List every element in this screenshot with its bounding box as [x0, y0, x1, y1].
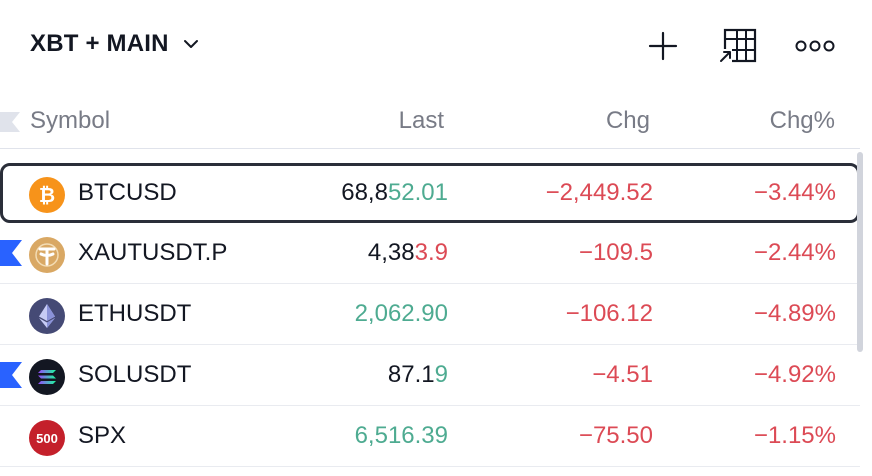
change-percent: −4.89% — [753, 300, 836, 327]
header-divider — [0, 148, 860, 149]
symbol-name: XAUTUSDT.P — [78, 239, 228, 266]
svg-text:₿: ₿ — [39, 183, 55, 207]
table-row[interactable]: ETHUSDT 2,062.90 −106.12 −4.89% — [0, 284, 860, 345]
column-header-symbol[interactable]: Symbol — [30, 107, 111, 134]
ethereum-logo-icon — [29, 298, 65, 334]
symbol-name: SPX — [78, 422, 127, 449]
advanced-view-button[interactable] — [716, 24, 760, 68]
change-value: −75.50 — [578, 422, 653, 449]
solana-logo-icon — [29, 359, 65, 395]
change-percent: −1.15% — [753, 422, 836, 449]
flag-column-icon[interactable] — [0, 112, 20, 132]
tether-gold-logo-icon — [29, 237, 65, 273]
last-price-changed-digits: 6,516.39 — [354, 422, 448, 449]
last-price: 2,062.90 — [355, 300, 448, 328]
add-symbol-button[interactable] — [641, 24, 685, 68]
column-headers: Symbol Last Chg Chg% — [0, 100, 872, 146]
column-header-chg-pct[interactable]: Chg% — [769, 107, 835, 134]
last-price: 87.19 — [387, 361, 448, 388]
more-dots-icon — [795, 40, 835, 52]
table-row[interactable]: XAUTUSDT.P 4,383.9 −109.5 −2.44% — [0, 223, 860, 284]
change-value: −106.12 — [565, 300, 653, 327]
symbol-list: ₿ BTCUSD 68,852.01 −2,449.52 −3.44% XAUT… — [0, 163, 860, 467]
table-row[interactable]: SOLUSDT 87.19 −4.51 −4.92% — [0, 345, 860, 406]
symbol-name: BTCUSD — [78, 179, 177, 206]
last-price-changed-digits: 3.9 — [414, 239, 448, 266]
table-layout-icon — [718, 28, 757, 65]
more-options-button[interactable] — [793, 24, 837, 68]
change-value: −2,449.52 — [545, 179, 653, 206]
table-row[interactable]: 500 SPX 6,516.39 −75.50 −1.15% — [0, 406, 860, 467]
chevron-down-icon — [183, 36, 199, 54]
table-row[interactable]: ₿ BTCUSD 68,852.01 −2,449.52 −3.44% — [0, 163, 860, 223]
column-header-chg[interactable]: Chg — [605, 107, 650, 134]
last-price-changed-digits: 52.01 — [387, 179, 448, 206]
change-value: −4.51 — [592, 361, 653, 388]
last-price-changed-digits: 2,062.90 — [354, 300, 448, 327]
watchlist-header: XBT + MAIN — [0, 0, 872, 92]
watchlist-selector[interactable]: XBT + MAIN — [30, 30, 199, 58]
change-percent: −4.92% — [753, 361, 836, 388]
last-price: 6,516.39 — [355, 422, 448, 450]
flag-marker-icon[interactable] — [0, 362, 22, 388]
spx-logo-text: 500 — [36, 430, 58, 446]
last-price: 68,852.01 — [341, 179, 448, 206]
last-price: 4,383.9 — [367, 239, 448, 266]
column-header-last[interactable]: Last — [398, 107, 444, 134]
change-value: −109.5 — [578, 239, 653, 266]
change-percent: −2.44% — [753, 239, 836, 266]
spx-500-logo-icon: 500 — [29, 420, 65, 456]
symbol-name: SOLUSDT — [78, 361, 192, 388]
last-price-changed-digits: 9 — [434, 361, 448, 388]
scrollbar[interactable] — [857, 152, 863, 352]
plus-icon — [648, 31, 678, 61]
watchlist-name: XBT + MAIN — [30, 30, 169, 57]
flag-marker-icon[interactable] — [0, 240, 22, 266]
symbol-name: ETHUSDT — [78, 300, 192, 327]
bitcoin-logo-icon: ₿ — [29, 177, 65, 213]
change-percent: −3.44% — [753, 179, 836, 206]
